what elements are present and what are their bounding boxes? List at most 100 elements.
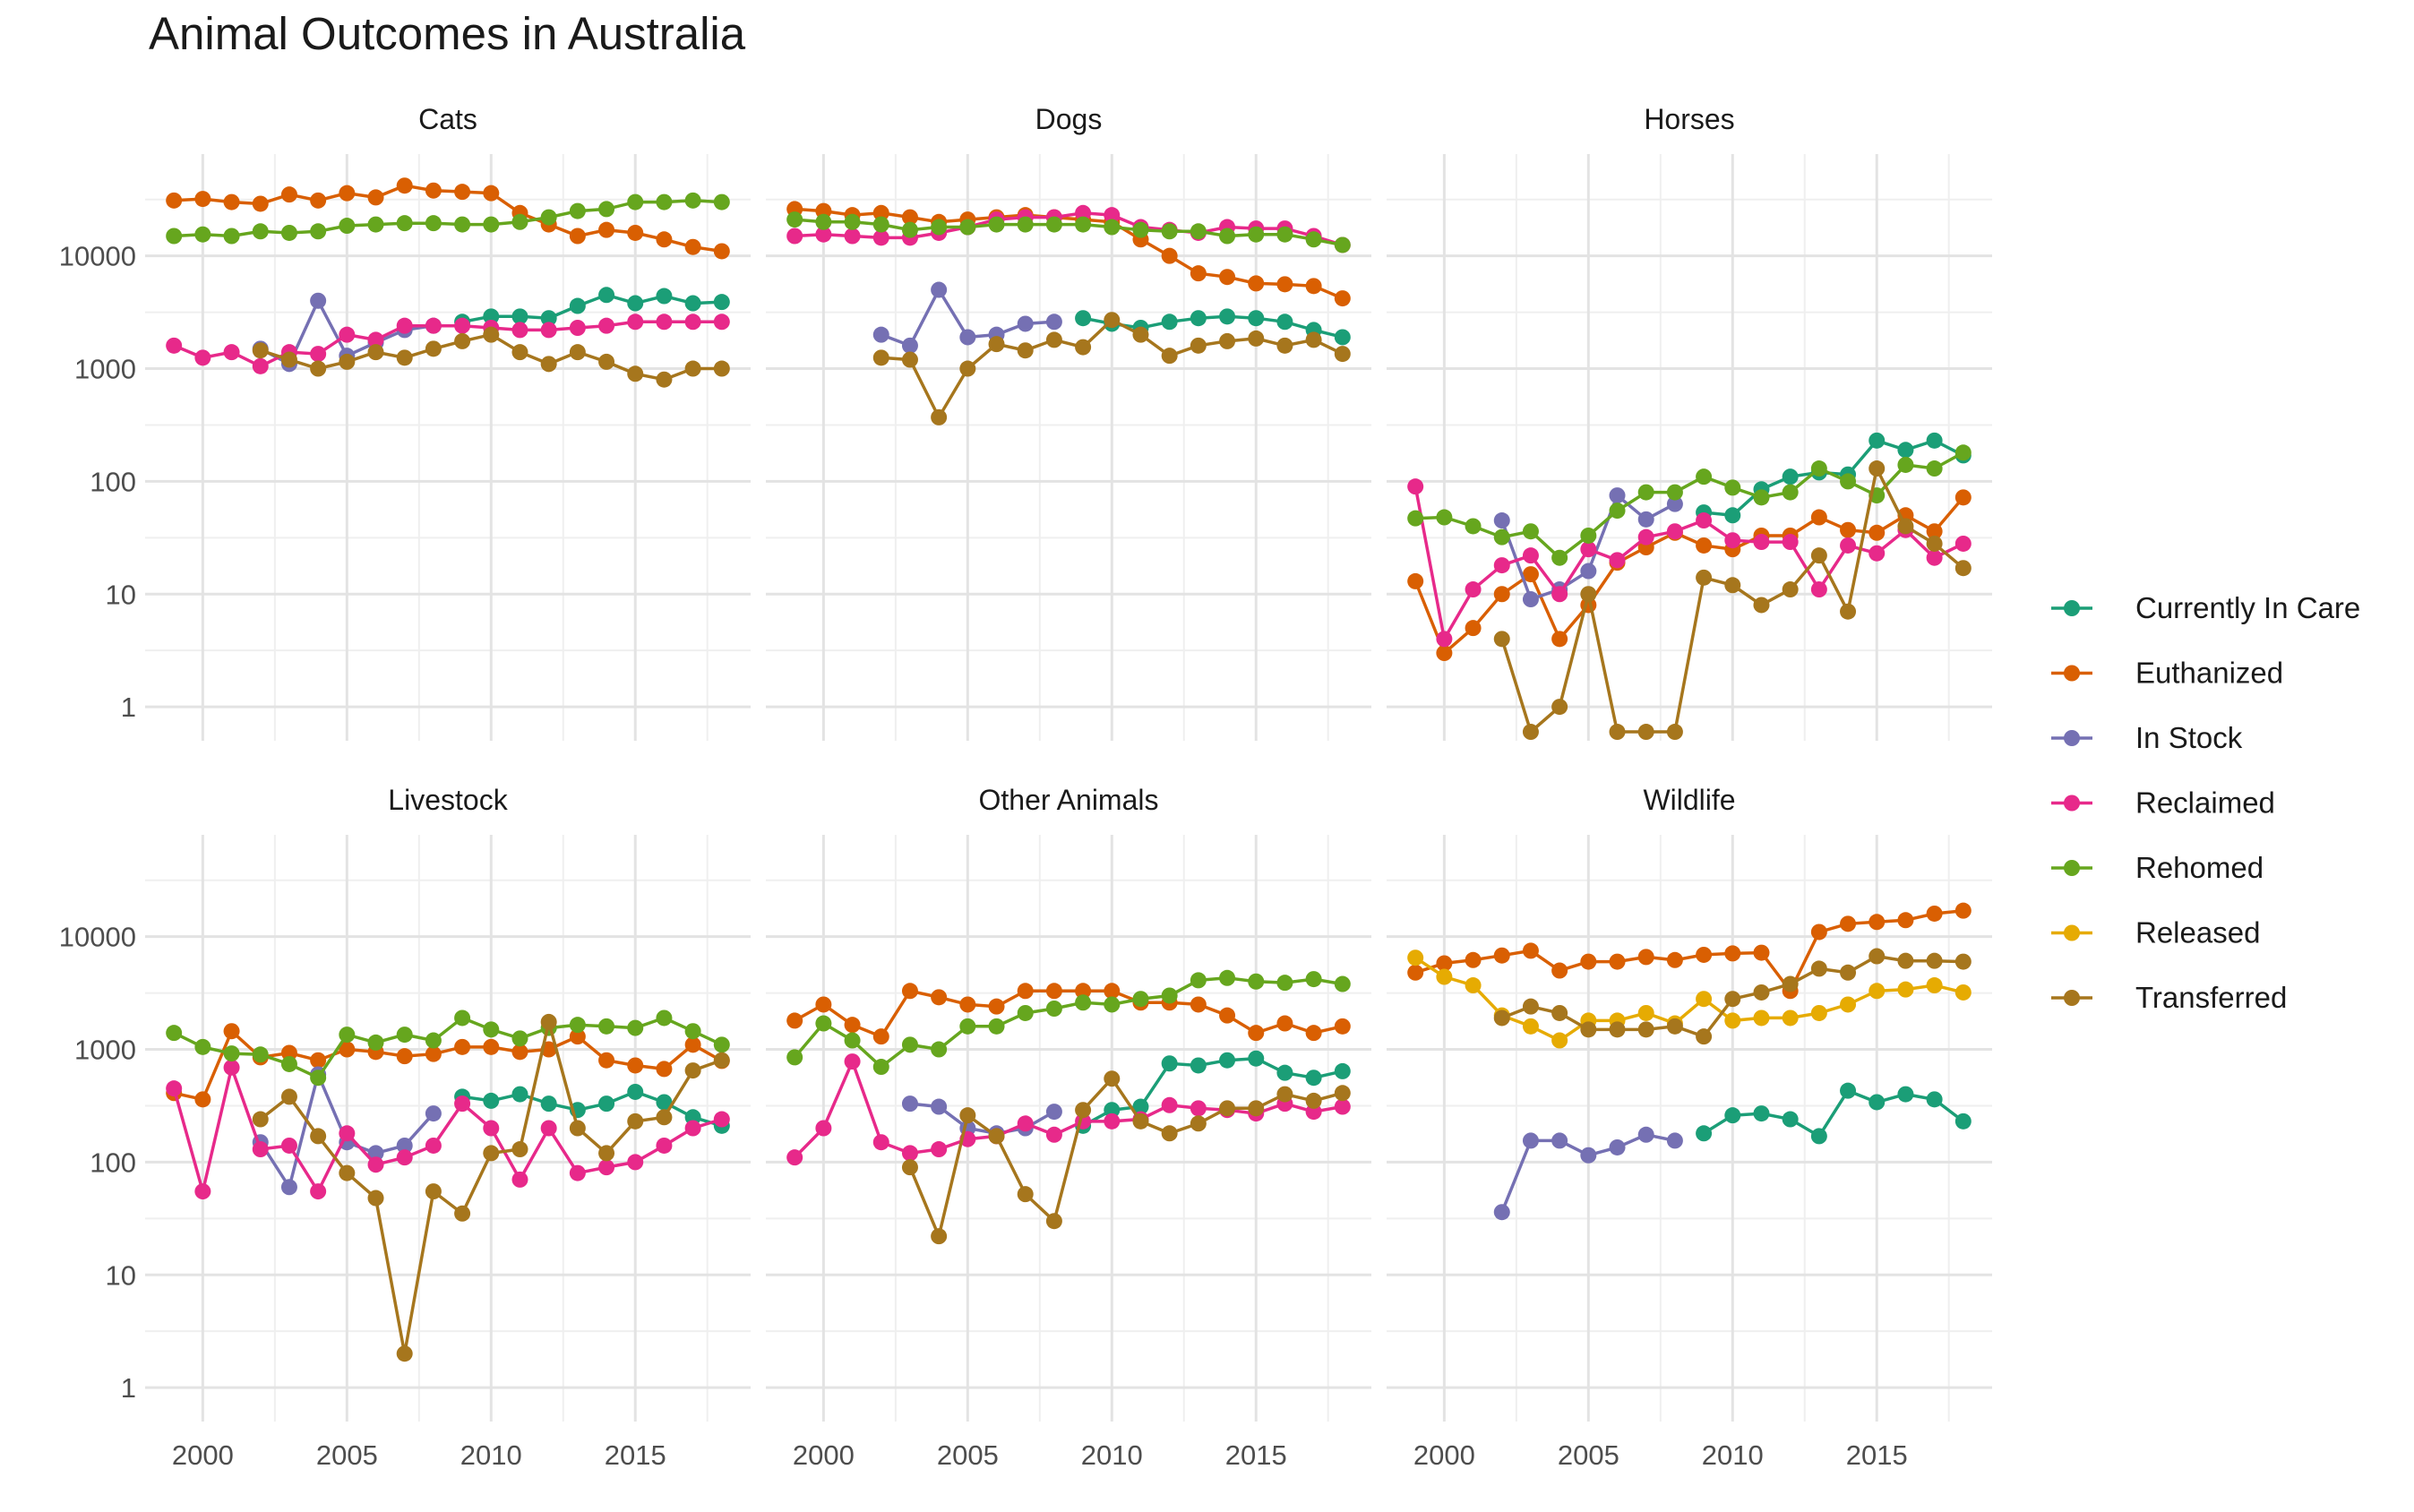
x-tick-label: 2015 bbox=[605, 1439, 666, 1471]
point-euthanized bbox=[252, 195, 269, 212]
point-rehomed bbox=[194, 1038, 211, 1055]
point-reclaimed bbox=[454, 1095, 471, 1113]
point-reclaimed bbox=[1190, 1100, 1207, 1117]
point-rehomed bbox=[1045, 1000, 1062, 1017]
point-rehomed bbox=[1161, 223, 1178, 240]
point-transferred bbox=[1782, 581, 1799, 598]
series-line-currently-in-care bbox=[1082, 1056, 1344, 1128]
point-euthanized bbox=[1522, 566, 1539, 583]
point-currently-in-care bbox=[713, 294, 730, 311]
point-euthanized bbox=[1075, 983, 1092, 1000]
point-euthanized bbox=[1522, 942, 1539, 959]
point-in-stock bbox=[1666, 1132, 1683, 1149]
point-currently-in-care bbox=[1897, 1086, 1914, 1103]
point-transferred bbox=[252, 1111, 269, 1128]
point-reclaimed bbox=[713, 314, 730, 331]
point-euthanized bbox=[425, 182, 442, 199]
point-reclaimed bbox=[223, 1059, 240, 1076]
point-euthanized bbox=[1810, 924, 1827, 941]
point-rehomed bbox=[511, 1030, 528, 1047]
point-currently-in-care bbox=[1132, 1098, 1149, 1115]
point-transferred bbox=[1637, 1021, 1654, 1038]
point-rehomed bbox=[931, 1041, 948, 1058]
point-transferred bbox=[1666, 724, 1683, 741]
point-rehomed bbox=[194, 226, 211, 243]
panel-plot-area bbox=[786, 969, 1351, 1245]
point-reclaimed bbox=[901, 1145, 918, 1162]
point-rehomed bbox=[815, 213, 832, 230]
panel-dogs: Dogs bbox=[766, 103, 1371, 741]
x-tick-label: 2000 bbox=[172, 1439, 234, 1471]
point-currently-in-care bbox=[569, 297, 586, 314]
point-transferred bbox=[511, 344, 528, 361]
point-rehomed bbox=[1696, 468, 1713, 485]
point-in-stock bbox=[1045, 1104, 1062, 1121]
point-reclaimed bbox=[1075, 204, 1092, 221]
point-transferred bbox=[1045, 1213, 1062, 1230]
point-transferred bbox=[540, 356, 557, 373]
point-euthanized bbox=[483, 185, 500, 202]
point-transferred bbox=[483, 326, 500, 343]
legend-key-point-released bbox=[2064, 924, 2080, 941]
point-euthanized bbox=[483, 1038, 500, 1055]
point-in-stock bbox=[1580, 563, 1597, 580]
point-euthanized bbox=[310, 1052, 327, 1069]
point-transferred bbox=[1840, 603, 1857, 620]
point-reclaimed bbox=[627, 1154, 644, 1171]
point-currently-in-care bbox=[598, 287, 615, 304]
point-rehomed bbox=[684, 192, 701, 209]
point-in-stock bbox=[872, 326, 889, 343]
point-rehomed bbox=[1161, 987, 1178, 1004]
point-reclaimed bbox=[1609, 552, 1626, 569]
point-rehomed bbox=[1190, 972, 1207, 989]
legend-label-reclaimed: Reclaimed bbox=[2135, 786, 2275, 820]
point-euthanized bbox=[1161, 247, 1178, 264]
point-rehomed bbox=[656, 1009, 673, 1027]
point-transferred bbox=[1132, 326, 1149, 343]
point-reclaimed bbox=[1493, 557, 1510, 574]
point-rehomed bbox=[1334, 236, 1351, 253]
point-rehomed bbox=[252, 1046, 269, 1063]
point-rehomed bbox=[310, 223, 327, 240]
point-currently-in-care bbox=[1161, 314, 1178, 331]
point-transferred bbox=[656, 371, 673, 388]
point-rehomed bbox=[1276, 975, 1293, 992]
point-released bbox=[1522, 1018, 1539, 1035]
panel-title: Cats bbox=[418, 103, 477, 135]
point-rehomed bbox=[713, 193, 730, 210]
point-in-stock bbox=[1522, 591, 1539, 608]
point-euthanized bbox=[1305, 278, 1322, 295]
point-transferred bbox=[1810, 547, 1827, 564]
y-tick-label: 1000 bbox=[74, 1035, 136, 1066]
point-transferred bbox=[1753, 597, 1770, 614]
point-reclaimed bbox=[483, 1120, 500, 1137]
point-transferred bbox=[1551, 1004, 1568, 1021]
point-euthanized bbox=[1465, 620, 1482, 637]
point-rehomed bbox=[1407, 510, 1424, 527]
point-rehomed bbox=[511, 213, 528, 230]
point-currently-in-care bbox=[1334, 1062, 1351, 1079]
point-euthanized bbox=[901, 983, 918, 1000]
point-euthanized bbox=[194, 191, 211, 208]
point-transferred bbox=[1248, 1100, 1265, 1117]
point-in-stock bbox=[1522, 1132, 1539, 1149]
y-tick-label: 1 bbox=[121, 692, 136, 723]
point-euthanized bbox=[1334, 290, 1351, 307]
point-rehomed bbox=[1753, 489, 1770, 506]
point-reclaimed bbox=[194, 349, 211, 366]
point-reclaimed bbox=[540, 1120, 557, 1137]
point-euthanized bbox=[872, 1028, 889, 1045]
point-reclaimed bbox=[194, 1183, 211, 1200]
point-released bbox=[1637, 1004, 1654, 1021]
point-reclaimed bbox=[1782, 534, 1799, 551]
point-transferred bbox=[1104, 1070, 1121, 1087]
point-euthanized bbox=[1248, 1025, 1265, 1042]
point-transferred bbox=[280, 1088, 297, 1105]
point-rehomed bbox=[872, 216, 889, 233]
point-currently-in-care bbox=[1840, 1082, 1857, 1099]
point-euthanized bbox=[1407, 572, 1424, 589]
point-in-stock bbox=[1551, 1132, 1568, 1149]
point-currently-in-care bbox=[1724, 1107, 1741, 1124]
point-euthanized bbox=[844, 1017, 861, 1034]
